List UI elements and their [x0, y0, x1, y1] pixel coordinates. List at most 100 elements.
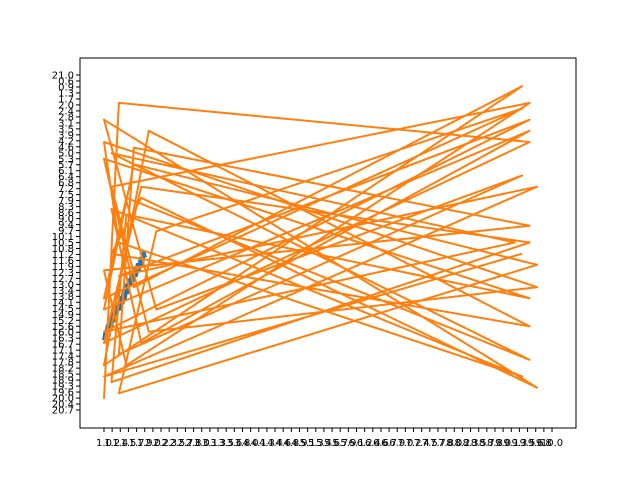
- y-tick-label: 20.0: [52, 394, 74, 405]
- x-tick-label: 1.9: [137, 438, 153, 449]
- x-tick-label: 10.0: [541, 438, 563, 449]
- x-tick-label: 3.6: [226, 438, 242, 449]
- y-tick-label: 18.2: [52, 364, 74, 375]
- y-tick-label: 7.2: [58, 184, 74, 195]
- x-tick-label: 3.8: [235, 438, 251, 449]
- x-tick-label: 1.2: [104, 438, 120, 449]
- x-tick-label: 8.0: [446, 438, 462, 449]
- x-tick-label: 6.4: [365, 438, 381, 449]
- x-tick-label: 4.0: [243, 438, 259, 449]
- x-tick-label: 8.8: [487, 438, 503, 449]
- y-tick-label: 13.4: [52, 286, 74, 297]
- x-tick-label: 1.5: [120, 438, 136, 449]
- y-tick-label: 5.0: [58, 148, 74, 159]
- x-axis: 1.01.21.41.51.71.92.02.22.32.52.72.83.03…: [96, 428, 563, 449]
- y-tick-label: 11.9: [52, 262, 74, 273]
- x-tick-label: 2.8: [186, 438, 202, 449]
- x-tick-label: 2.0: [145, 438, 161, 449]
- x-tick-label: 5.3: [308, 438, 324, 449]
- x-tick-label: 6.2: [357, 438, 373, 449]
- y-tick-label: 2.0: [58, 100, 74, 111]
- x-tick-label: 5.7: [332, 438, 348, 449]
- y-tick-label: 20.4: [52, 400, 74, 411]
- x-tick-label: 5.9: [340, 438, 356, 449]
- x-tick-label: 3.3: [210, 438, 226, 449]
- x-tick-label: 7.4: [414, 438, 430, 449]
- x-tick-label: 7.2: [406, 438, 422, 449]
- y-tick-label: 13.8: [52, 292, 74, 303]
- y-tick-label: 2.8: [58, 112, 74, 123]
- x-tick-label: 4.6: [275, 438, 291, 449]
- y-tick-label: 11.2: [52, 250, 74, 261]
- y-tick-label: 9.7: [58, 226, 74, 237]
- x-tick-label: 6.1: [349, 438, 365, 449]
- x-tick-label: 4.1: [251, 438, 267, 449]
- y-tick-label: 18.5: [52, 370, 74, 381]
- y-tick-label: 3.5: [58, 124, 74, 135]
- y-tick-label: 7.5: [58, 190, 74, 201]
- x-tick-label: 4.3: [259, 438, 275, 449]
- y-tick-label: 5.3: [58, 154, 74, 165]
- x-tick-label: 9.0: [495, 438, 511, 449]
- x-tick-label: 6.7: [381, 438, 397, 449]
- x-tick-label: 9.8: [536, 438, 552, 449]
- x-tick-label: 9.3: [511, 438, 527, 449]
- y-tick-label: 15.2: [52, 316, 74, 327]
- x-tick-label: 7.7: [430, 438, 446, 449]
- series-line-2: [103, 85, 539, 399]
- series-layer: [102, 85, 539, 399]
- y-tick-label: 0.6: [58, 76, 74, 87]
- x-tick-label: 7.8: [438, 438, 454, 449]
- y-tick-label: 0.9: [58, 82, 74, 93]
- x-tick-label: 3.5: [218, 438, 234, 449]
- y-tick-label: 9.4: [58, 220, 74, 231]
- y-tick-label: 17.8: [52, 358, 74, 369]
- y-tick-label: 12.7: [52, 274, 74, 285]
- x-tick-label: 3.1: [202, 438, 218, 449]
- x-tick-label: 6.9: [389, 438, 405, 449]
- x-tick-label: 8.3: [463, 438, 479, 449]
- x-tick-label: 4.9: [292, 438, 308, 449]
- y-tick-label: 10.8: [52, 244, 74, 255]
- y-tick-label: 19.3: [52, 382, 74, 393]
- x-tick-label: 4.8: [283, 438, 299, 449]
- y-tick-label: 14.9: [52, 310, 74, 321]
- y-tick-label: 17.1: [52, 346, 74, 357]
- y-tick-label: 10.1: [52, 232, 74, 243]
- y-tick-label: 18.9: [52, 376, 74, 387]
- y-tick-label: 21.0: [52, 71, 74, 82]
- y-tick-label: 9.0: [58, 214, 74, 225]
- y-tick-label: 4.2: [58, 136, 74, 147]
- x-tick-label: 7.5: [422, 438, 438, 449]
- y-tick-label: 1.7: [58, 94, 74, 105]
- x-tick-label: 5.6: [324, 438, 340, 449]
- y-tick-label: 3.9: [58, 130, 74, 141]
- x-tick-label: 2.3: [161, 438, 177, 449]
- x-tick-label: 1.7: [129, 438, 145, 449]
- x-tick-label: 5.4: [316, 438, 332, 449]
- y-tick-label: 12.3: [52, 268, 74, 279]
- y-tick-label: 5.7: [58, 160, 74, 171]
- x-tick-label: 3.0: [194, 438, 210, 449]
- y-tick-label: 13.0: [52, 280, 74, 291]
- x-tick-label: 8.5: [471, 438, 487, 449]
- y-tick-label: 8.6: [58, 208, 74, 219]
- x-tick-label: 1.0: [96, 438, 112, 449]
- y-tick-label: 14.1: [52, 298, 74, 309]
- y-tick-label: 2.4: [58, 106, 74, 117]
- y-tick-label: 6.4: [58, 172, 74, 183]
- y-axis: 20.720.420.019.619.318.918.518.217.817.4…: [52, 71, 80, 417]
- x-tick-label: 7.0: [397, 438, 413, 449]
- y-tick-label: 8.3: [58, 202, 74, 213]
- y-tick-label: 6.8: [58, 178, 74, 189]
- x-tick-label: 9.6: [528, 438, 544, 449]
- x-tick-label: 9.1: [503, 438, 519, 449]
- y-tick-label: 4.6: [58, 142, 74, 153]
- y-tick-label: 7.9: [58, 196, 74, 207]
- y-tick-label: 16.0: [52, 328, 74, 339]
- y-tick-label: 14.5: [52, 304, 74, 315]
- x-tick-label: 2.7: [178, 438, 194, 449]
- y-tick-label: 16.3: [52, 334, 74, 345]
- x-tick-label: 1.4: [112, 438, 128, 449]
